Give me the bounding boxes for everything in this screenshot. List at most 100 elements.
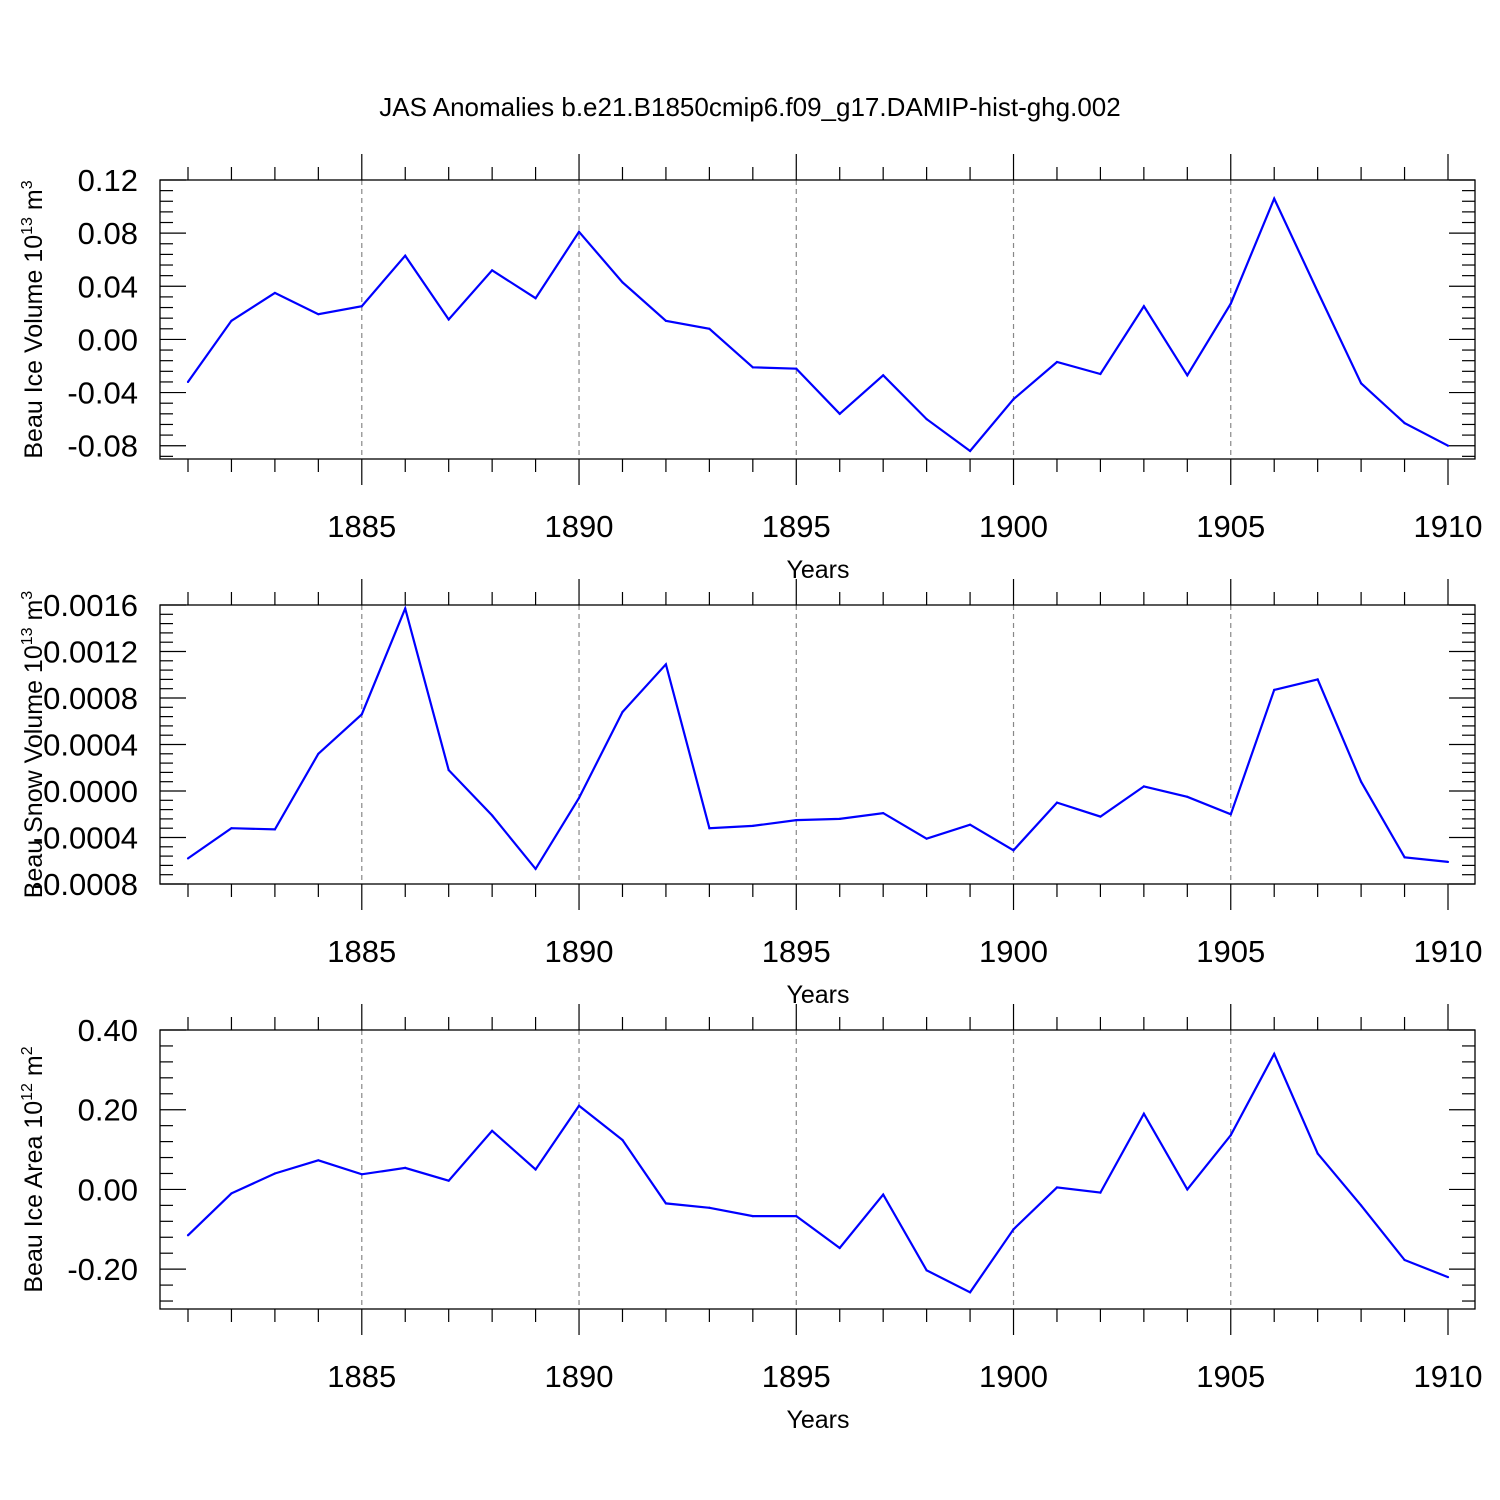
chart-3-ytick-label-0: -0.20 <box>67 1252 138 1287</box>
chart-2-ytick-label-1: -0.0004 <box>33 821 138 856</box>
chart-1-ytick-label-1: -0.04 <box>67 376 138 411</box>
chart-1-xtick-label-1: 1890 <box>545 509 614 544</box>
chart-1-point-1894 <box>751 366 754 369</box>
chart-1-ytick-label-5: 0.12 <box>78 163 138 198</box>
chart-2-point-1898 <box>925 837 928 840</box>
chart-2-point-1894 <box>751 824 754 827</box>
chart-3-point-1900 <box>1012 1228 1015 1231</box>
chart-1-point-1908 <box>1360 382 1363 385</box>
chart-3-point-1882 <box>230 1192 233 1195</box>
chart-1-point-1891 <box>621 281 624 284</box>
chart-2-point-1883 <box>273 828 276 831</box>
chart-1-point-1881 <box>186 380 190 384</box>
chart-2-point-1906 <box>1273 688 1276 691</box>
chart-3-series-line <box>187 1051 1449 1294</box>
chart-2-point-1904 <box>1186 795 1189 798</box>
chart-1-point-1888 <box>491 269 494 272</box>
chart-1-ylabel-unit: m <box>20 189 48 217</box>
chart-3-point-1898 <box>925 1269 928 1272</box>
chart-2: -0.0008 -0.0004 0.0000 0.0004 0.0008 0.0012 0.… <box>19 579 1482 1009</box>
chart-2-point-1893 <box>708 827 711 830</box>
chart-2-xtick-label-2: 1895 <box>762 934 831 969</box>
chart-1-xtick-label-3: 1900 <box>979 509 1048 544</box>
chart-3-point-1907 <box>1316 1152 1319 1155</box>
chart-2-point-1907 <box>1316 678 1319 681</box>
chart-3-ylabel-exp: 12 <box>19 1083 36 1101</box>
chart-3-point-1901 <box>1055 1186 1059 1189</box>
chart-1: -0.08 -0.04 0.00 0.04 0.08 0.12 1885 1890 1895 19… <box>19 154 1482 584</box>
chart-3-frame <box>159 1029 1476 1310</box>
chart-1-point-1900 <box>1012 398 1015 401</box>
chart-2-point-1892 <box>664 663 668 666</box>
chart-1-ylabel-unit-exp: 3 <box>19 180 36 189</box>
chart-3-point-1897 <box>882 1193 885 1196</box>
chart-1-ylabel: Beau Ice Volume 1013 m3 <box>19 180 48 458</box>
chart-1-point-1893 <box>708 327 711 330</box>
chart-2-xlabel: Years <box>786 981 849 1009</box>
chart-3-point-1910 <box>1446 1276 1450 1279</box>
chart-2-point-1890 <box>577 796 581 800</box>
chart-3-point-1902 <box>1099 1191 1102 1194</box>
chart-1-xtick-label-4: 1905 <box>1196 509 1265 544</box>
chart-2-ylabel: Beau Snow Volume 10 <box>20 645 48 898</box>
chart-1-xlabel: Years <box>786 556 849 584</box>
chart-2-point-1901 <box>1055 801 1059 804</box>
chart-2-xtick-label-3: 1900 <box>979 934 1048 969</box>
chart-2-point-1908 <box>1360 780 1363 783</box>
chart-1-point-1896 <box>838 412 841 415</box>
chart-2-point-1896 <box>838 817 841 821</box>
chart-2-ylabel: Beau Snow Volume 1013 m3 <box>19 591 48 899</box>
chart-2-point-1903 <box>1142 785 1145 788</box>
chart-3-point-1893 <box>708 1206 711 1209</box>
chart-1-point-1885 <box>360 305 363 308</box>
chart-2-xtick-label-1: 1890 <box>545 934 614 969</box>
chart-1-series-line <box>187 195 1449 453</box>
chart-1-ylabel: Beau Ice Volume 10 <box>20 235 48 459</box>
chart-1-point-1887 <box>447 318 450 321</box>
chart-3-point-1903 <box>1142 1112 1145 1115</box>
chart-2-point-1910 <box>1446 860 1450 864</box>
chart-2-ytick-label-2: 0.0000 <box>43 774 138 809</box>
chart-3-point-1909 <box>1403 1258 1406 1262</box>
chart-2-point-1899 <box>968 823 972 826</box>
chart-1-point-1902 <box>1099 372 1102 376</box>
chart-1-point-1901 <box>1055 360 1059 364</box>
chart-3-point-1883 <box>273 1172 276 1175</box>
chart-2-point-1885 <box>360 713 363 716</box>
chart-1-ylabel-exp: 13 <box>19 217 36 235</box>
chart-2-xtick-label-4: 1905 <box>1196 934 1265 969</box>
chart-2-point-1889 <box>534 867 537 870</box>
chart-1-ytick-label-0: -0.08 <box>67 429 138 464</box>
chart-1-point-1906 <box>1273 197 1276 200</box>
chart-2-ytick-label-3: 0.0004 <box>43 728 138 763</box>
chart-1-ytick-label-4: 0.08 <box>78 216 138 251</box>
chart-2-ytick-label-6: 0.0016 <box>43 588 138 623</box>
chart-1-xtick-label-2: 1895 <box>762 509 831 544</box>
chart-1-point-1882 <box>230 319 233 322</box>
chart-2-point-1886 <box>404 607 407 610</box>
chart-3-ytick-label-2: 0.20 <box>78 1093 138 1128</box>
chart-3-xtick-label-5: 1910 <box>1414 1359 1483 1394</box>
chart-2-xtick-label-5: 1910 <box>1414 934 1483 969</box>
chart-1-ytick-label-2: 0.00 <box>78 322 138 357</box>
chart-3-ylabel: Beau Ice Area 1012 m2 <box>19 1046 48 1292</box>
chart-2-point-1888 <box>491 814 494 817</box>
figure-title: JAS Anomalies b.e21.B1850cmip6.f09_g17.D… <box>379 92 1120 122</box>
chart-3-point-1889 <box>534 1168 537 1171</box>
chart-3: -0.20 0.00 0.20 0.40 1885 1890 1895 1900 1905 191… <box>19 1004 1482 1434</box>
chart-1-xtick-label-0: 1885 <box>327 509 396 544</box>
chart-1-point-1899 <box>968 449 972 453</box>
chart-2-frame <box>159 604 1476 885</box>
chart-2-ylabel-unit: m <box>20 600 48 628</box>
chart-3-point-1905 <box>1229 1134 1232 1137</box>
chart-2-xtick-label-0: 1885 <box>327 934 396 969</box>
chart-1-point-1907 <box>1316 290 1319 293</box>
chart-3-point-1885 <box>360 1173 363 1176</box>
chart-3-point-1886 <box>404 1166 407 1170</box>
chart-3-xtick-label-2: 1895 <box>762 1359 831 1394</box>
chart-1-xtick-label-5: 1910 <box>1414 509 1483 544</box>
chart-1-point-1889 <box>534 297 537 300</box>
chart-3-point-1906 <box>1273 1052 1276 1056</box>
chart-3-point-1888 <box>491 1129 494 1132</box>
chart-2-point-1900 <box>1012 849 1015 852</box>
